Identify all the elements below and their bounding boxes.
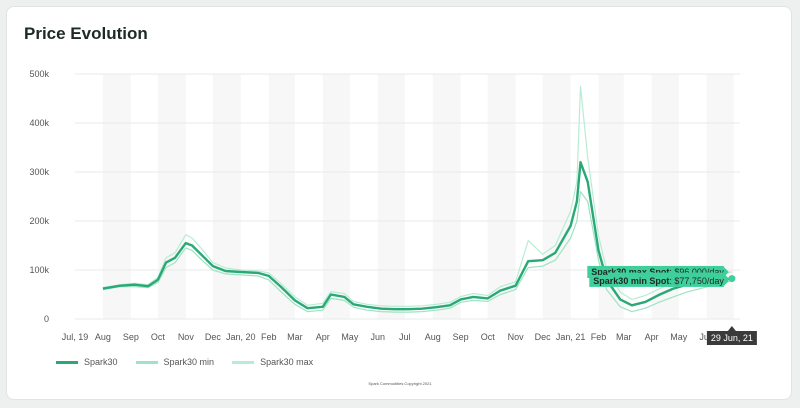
tooltip-label: Spark30 max Spot xyxy=(591,267,669,277)
x-tick-label: Jun xyxy=(371,332,386,342)
copyright-text: Spark Commodities Copyright 2021 xyxy=(368,381,432,386)
chart-title: Price Evolution xyxy=(24,24,148,43)
x-tick-label: Sep xyxy=(453,332,469,342)
hover-overlay: 29 Jun, 21 Spark30 max Spot: $96,000/dayS… xyxy=(587,265,757,345)
hover-point xyxy=(728,275,736,283)
hover-tooltip: Spark30 min Spot: $77,750/day xyxy=(589,274,729,287)
month-band xyxy=(432,74,461,319)
x-tick-label: Aug xyxy=(425,332,441,342)
gridlines xyxy=(75,73,740,320)
tooltip-label: Spark30 min Spot xyxy=(593,276,669,286)
y-axis: 0 100k 200k 300k 400k 500k xyxy=(29,69,49,324)
x-tick-label: Jun xyxy=(699,332,714,342)
x-tick-label: Mar xyxy=(616,332,632,342)
y-tick-label: 0 xyxy=(44,314,49,324)
x-axis: Jul, 19 Aug Sep Oct Nov Dec Jan, 20 Feb Mar Apr Ma… xyxy=(62,332,740,342)
y-tick-label: 200k xyxy=(29,216,49,226)
x-tick-label: Jan, 20 xyxy=(226,332,256,342)
month-band xyxy=(487,74,516,319)
legend-item-spark30[interactable]: Spark30 xyxy=(56,357,118,367)
hover-date-pointer xyxy=(727,326,736,331)
x-tick-label: Oct xyxy=(481,332,496,342)
hover-date-label: 29 Jun, 21 xyxy=(711,333,753,343)
month-band xyxy=(542,74,571,319)
legend-swatch-spark30-max xyxy=(232,360,255,364)
x-tick-label: Dec xyxy=(535,332,552,342)
hover-date-box xyxy=(706,331,757,345)
x-tick-label: Apr xyxy=(316,332,330,342)
x-tick-label: Oct xyxy=(151,332,166,342)
legend-label: Spark30 max xyxy=(260,357,314,367)
legend-label: Spark30 xyxy=(84,357,118,367)
x-tick-label: Nov xyxy=(178,332,195,342)
series-line-spark30-min xyxy=(102,191,733,313)
x-tick-label: Aug xyxy=(95,332,111,342)
y-tick-label: 400k xyxy=(29,118,49,128)
x-tick-label: Feb xyxy=(591,332,607,342)
month-band xyxy=(102,74,131,319)
legend: Spark30 Spark30 min Spark30 max xyxy=(56,357,313,367)
legend-item-spark30-max[interactable]: Spark30 max xyxy=(232,357,313,367)
series-line-spark30 xyxy=(102,160,732,311)
month-band xyxy=(322,74,350,319)
tooltip-value: : $77,750/day xyxy=(669,276,724,286)
x-tick-label: Jan, 21 xyxy=(556,332,586,342)
x-tick-label: Dec xyxy=(205,332,222,342)
y-tick-label: 500k xyxy=(29,69,49,79)
tooltip-box xyxy=(589,274,724,287)
legend-swatch-spark30 xyxy=(56,360,78,364)
x-tick-label: May xyxy=(341,332,359,342)
tooltip-pointer xyxy=(723,266,729,277)
month-band xyxy=(377,74,405,319)
tooltip-value: : $96,000/day xyxy=(669,267,724,277)
x-tick-label: Apr xyxy=(645,332,659,342)
y-tick-label: 300k xyxy=(29,167,49,177)
x-tick-label: Jul, 19 xyxy=(62,332,89,342)
x-tick-label: Sep xyxy=(123,332,139,342)
x-tick-label: Nov xyxy=(508,332,525,342)
month-band xyxy=(268,74,295,319)
x-tick-label: Feb xyxy=(261,332,277,342)
legend-swatch-spark30-min xyxy=(135,360,158,364)
legend-label: Spark30 min xyxy=(163,357,215,367)
month-band xyxy=(157,74,186,319)
x-tick-label: Mar xyxy=(287,332,303,342)
y-tick-label: 100k xyxy=(29,265,49,275)
x-tick-label: Jul xyxy=(399,332,411,342)
tooltip-text: Spark30 min Spot: $77,750/day xyxy=(593,276,724,286)
legend-item-spark30-min[interactable]: Spark30 min xyxy=(135,357,215,367)
tooltip-text: Spark30 max Spot: $96,000/day xyxy=(591,267,724,277)
tooltip-pointer xyxy=(723,275,729,286)
month-band xyxy=(212,74,241,319)
x-tick-label: May xyxy=(670,332,688,342)
